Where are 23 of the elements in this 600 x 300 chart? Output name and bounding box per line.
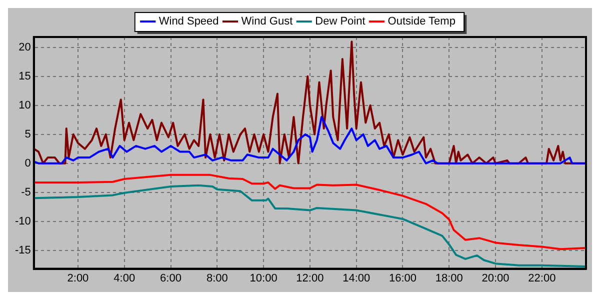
x-tick-label: 20:00 (482, 272, 510, 284)
x-tick-label: 2:00 (67, 272, 89, 284)
x-tick-label: 14:00 (342, 272, 370, 284)
legend-label: Outside Temp (388, 16, 456, 28)
y-tick-label: 15 (18, 70, 31, 82)
legend-label: Dew Point (315, 16, 366, 28)
x-tick-label: 16:00 (388, 272, 417, 284)
x-tick-label: 18:00 (435, 272, 463, 284)
y-tick-label: -10 (14, 215, 31, 228)
y-tick-label: 0 (24, 157, 31, 170)
legend-label: Wind Gust (241, 16, 293, 28)
x-tick-label: 22:00 (528, 272, 556, 284)
x-tick-label: 8:00 (206, 272, 228, 284)
x-tick-label: 4:00 (114, 272, 136, 284)
y-tick-label: 10 (18, 99, 31, 112)
y-tick-label: -15 (14, 244, 31, 256)
legend-label: Wind Speed (158, 16, 219, 28)
x-tick-label: 10:00 (250, 272, 278, 284)
x-tick-label: 12:00 (296, 272, 324, 284)
y-tick-label: 20 (18, 41, 31, 54)
x-tick-label: 6:00 (160, 272, 182, 284)
y-tick-label: -5 (21, 186, 31, 198)
y-tick-label: 5 (24, 128, 31, 140)
